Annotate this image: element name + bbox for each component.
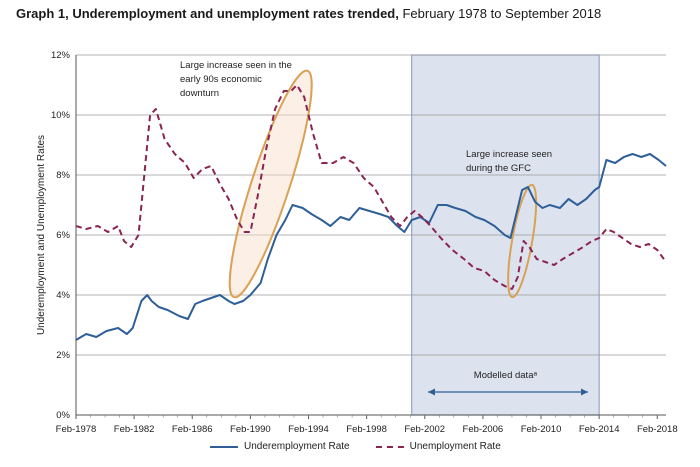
- x-tick-label: Feb-1982: [114, 424, 155, 435]
- chart-title: Graph 1, Underemployment and unemploymen…: [16, 6, 601, 21]
- arrow-head-left: [428, 388, 435, 396]
- x-tick-label: Feb-2010: [521, 424, 562, 435]
- y-tick-label: 0%: [56, 410, 70, 421]
- x-tick-label: Feb-1994: [288, 424, 329, 435]
- legend-swatch-underemployment: [210, 445, 238, 448]
- y-tick-label: 8%: [56, 170, 70, 181]
- x-tick-label: Feb-1998: [346, 424, 387, 435]
- modelled-data-label: Modelled dataᵃ: [474, 370, 538, 381]
- annotation-ellipse-gfc: [507, 183, 538, 299]
- y-tick-label: 6%: [56, 230, 70, 241]
- series-line-underemployment: [75, 153, 667, 341]
- legend-swatch-unemployment: [375, 445, 404, 448]
- series-line-unemployment: [75, 84, 667, 290]
- x-tick-label: Feb-2002: [404, 424, 445, 435]
- x-tick-label: Feb-2014: [579, 424, 620, 435]
- annotation-text-90s: downturn: [180, 88, 219, 99]
- x-tick-label: Feb-2006: [463, 424, 504, 435]
- x-tick-label: Feb-2018: [637, 424, 678, 435]
- chart-title-period: February 1978 to September 2018: [398, 6, 602, 21]
- legend-label-underemployment: Underemployment Rate: [244, 441, 350, 452]
- legend-item-underemployment: Underemployment Rate: [210, 441, 350, 452]
- chart-title-main: Graph 1, Underemployment and unemploymen…: [16, 6, 399, 21]
- legend-label-unemployment: Unemployment Rate: [409, 441, 501, 452]
- y-tick-label: 4%: [56, 290, 70, 301]
- x-tick-label: Feb-1990: [230, 424, 271, 435]
- y-tick-label: 12%: [51, 50, 71, 61]
- y-tick-label: 2%: [56, 350, 70, 361]
- annotation-text-gfc: Large increase seen: [466, 149, 552, 160]
- chart-legend: Underemployment Rate Unemployment Rate: [210, 441, 501, 452]
- x-tick-label: Feb-1986: [172, 424, 213, 435]
- y-tick-label: 10%: [51, 110, 71, 121]
- annotation-text-gfc: during the GFC: [466, 163, 531, 174]
- annotation-text-90s: Large increase seen in the: [180, 60, 292, 71]
- annotation-text-90s: early 90s economic: [180, 74, 262, 85]
- legend-item-unemployment: Unemployment Rate: [375, 441, 501, 452]
- annotation-ellipse-90s: [228, 69, 313, 299]
- y-axis-title: Underemployment and Unemployment Rates: [36, 135, 47, 335]
- arrow-head-right: [581, 388, 588, 396]
- x-tick-label: Feb-1978: [56, 424, 97, 435]
